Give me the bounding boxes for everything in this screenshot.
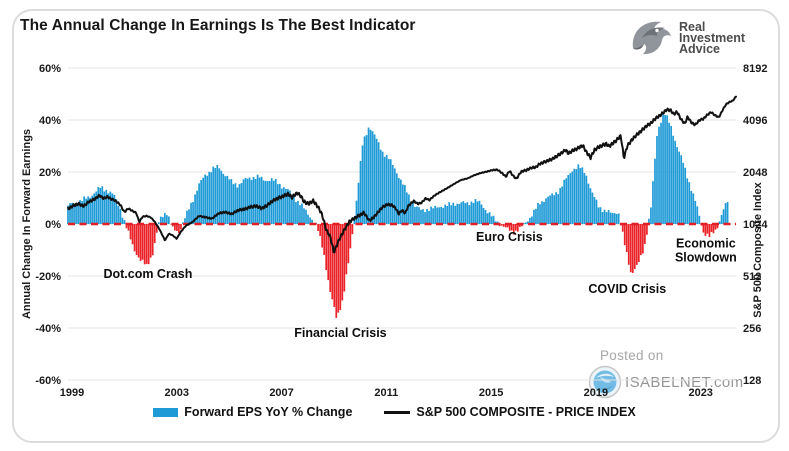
chart-legend: Forward EPS YoY % Change S&P 500 COMPOSI… [0, 405, 789, 419]
watermark-posted-on: Posted on [600, 348, 664, 363]
brand-line-3: Advice [679, 41, 720, 56]
spx-line-swatch [384, 410, 411, 414]
eps-legend-label: Forward EPS YoY % Change [184, 405, 353, 419]
legend-item-spx: S&P 500 COMPOSITE - PRICE INDEX [384, 405, 636, 419]
legend-item-eps: Forward EPS YoY % Change [153, 405, 352, 419]
globe-icon [588, 365, 622, 399]
brand-name: Real Investment Advice [679, 19, 745, 56]
page-title: The Annual Change In Earnings Is The Bes… [20, 17, 416, 34]
spx-legend-label: S&P 500 COMPOSITE - PRICE INDEX [416, 405, 636, 419]
watermark: Posted on ISABELNET.com [588, 348, 758, 399]
eps-bar-swatch [153, 407, 179, 417]
brand-line-2: Investment [679, 30, 745, 45]
brand-logo: Real Investment Advice [628, 15, 745, 61]
eagle-icon [632, 21, 671, 55]
brand-line-1: Real [679, 19, 706, 34]
watermark-site: ISABELNET.com [625, 373, 744, 391]
